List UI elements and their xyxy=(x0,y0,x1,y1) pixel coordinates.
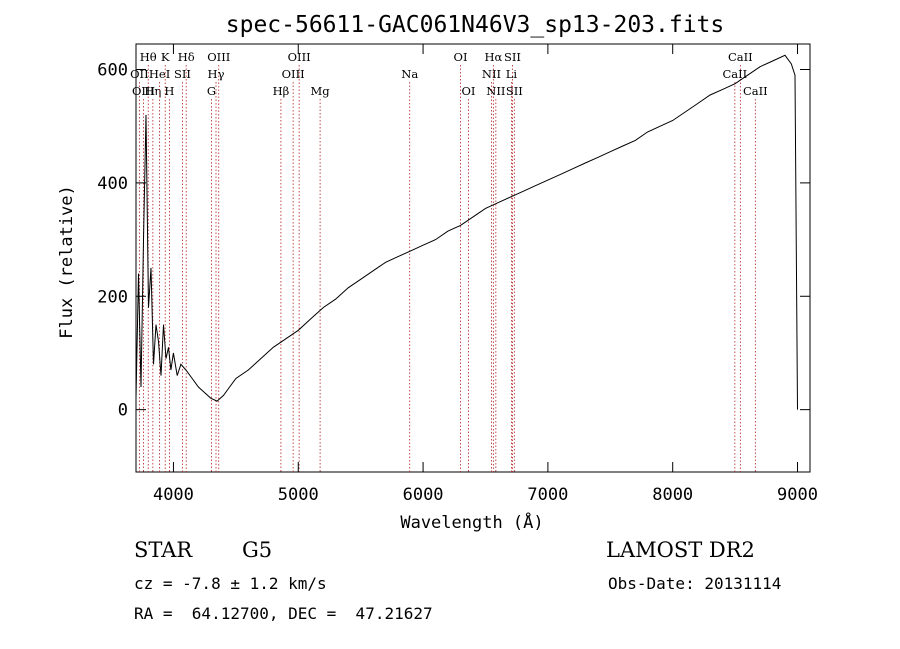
chart-title: spec-56611-GAC061N46V3_sp13-203.fits xyxy=(226,12,725,38)
x-axis-label: Wavelength (Å) xyxy=(400,511,543,533)
line-marker-label: Hα xyxy=(484,50,502,64)
line-marker-label: H xyxy=(164,84,174,98)
line-marker-label: CaII xyxy=(728,50,753,64)
x-tick-label: 6000 xyxy=(403,485,444,505)
y-tick-label: 400 xyxy=(97,174,128,194)
plot-frame xyxy=(135,43,811,473)
ra-dec: RA = 64.12700, DEC = 47.21627 xyxy=(134,604,433,623)
line-marker-label: G xyxy=(207,84,216,98)
line-marker-label: Hγ xyxy=(208,67,225,81)
x-tick-label: 4000 xyxy=(153,485,194,505)
x-tick-label: 9000 xyxy=(777,485,818,505)
line-marker-label: OIII xyxy=(207,50,230,64)
object-subclass: G5 xyxy=(242,538,273,562)
x-tick-label: 8000 xyxy=(652,485,693,505)
line-marker-label: OIII xyxy=(282,67,305,81)
line-marker-label: HeI xyxy=(149,67,170,81)
survey-name: LAMOST DR2 xyxy=(606,538,755,562)
line-marker-label: CaII xyxy=(722,67,747,81)
line-marker-label: CaII xyxy=(743,84,768,98)
axis-ticks: 4000 5000 6000 7000 8000 9000 0 200 400 600 xyxy=(97,44,818,505)
y-tick-label: 200 xyxy=(97,287,128,307)
line-marker-label: NII xyxy=(482,67,501,81)
line-marker-label: NII xyxy=(486,84,505,98)
y-axis-label: Flux (relative) xyxy=(57,185,77,339)
y-tick-label: 0 xyxy=(118,401,128,421)
line-marker-label: OII xyxy=(130,67,149,81)
redshift-cz: cz = -7.8 ± 1.2 km/s xyxy=(134,574,327,593)
line-marker-label: SII xyxy=(506,84,523,98)
line-marker-label: Mg xyxy=(311,84,331,98)
spectrum-line xyxy=(135,54,798,410)
line-marker-label: OIII xyxy=(288,50,311,64)
line-marker-label: K xyxy=(161,50,170,64)
line-marker-label: Li xyxy=(506,67,518,81)
x-tick-label: 5000 xyxy=(278,485,319,505)
line-marker-label: OIII xyxy=(132,84,155,98)
line-marker-label: Hβ xyxy=(273,84,290,98)
line-marker-label: SII xyxy=(174,67,191,81)
line-marker-label: Hη xyxy=(144,84,161,98)
line-marker-label: SII xyxy=(504,50,521,64)
x-tick-label: 7000 xyxy=(527,485,568,505)
observation-date: Obs-Date: 20131114 xyxy=(608,574,782,593)
object-class: STAR xyxy=(134,538,193,562)
line-marker-label: Hθ xyxy=(140,50,157,64)
y-tick-label: 600 xyxy=(97,61,128,81)
line-marker-label: OI xyxy=(454,50,468,64)
line-marker-label: OI xyxy=(462,84,476,98)
line-marker-label: Hδ xyxy=(178,50,195,64)
line-marker-label: Na xyxy=(401,67,418,81)
